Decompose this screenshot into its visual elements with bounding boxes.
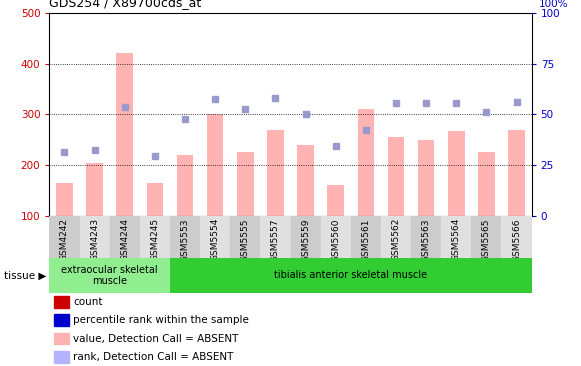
Bar bbox=[381, 216, 411, 258]
Text: GSM5562: GSM5562 bbox=[392, 218, 400, 261]
Text: 100%: 100% bbox=[539, 0, 568, 9]
Bar bbox=[177, 155, 193, 216]
Bar bbox=[297, 145, 314, 216]
Text: GSM5563: GSM5563 bbox=[422, 218, 431, 262]
Bar bbox=[80, 216, 110, 258]
Bar bbox=[260, 216, 290, 258]
Text: GDS254 / X89700cds_at: GDS254 / X89700cds_at bbox=[49, 0, 202, 9]
Bar bbox=[237, 153, 253, 216]
Text: GSM5559: GSM5559 bbox=[301, 218, 310, 262]
Bar bbox=[357, 109, 374, 216]
Bar bbox=[448, 131, 465, 216]
Text: GSM4245: GSM4245 bbox=[150, 218, 159, 261]
Text: count: count bbox=[74, 297, 103, 307]
Text: GSM5557: GSM5557 bbox=[271, 218, 280, 262]
Text: GSM5560: GSM5560 bbox=[331, 218, 340, 262]
Bar bbox=[351, 216, 381, 258]
Bar bbox=[54, 314, 69, 326]
Text: GSM5554: GSM5554 bbox=[211, 218, 220, 261]
Text: tissue ▶: tissue ▶ bbox=[4, 270, 46, 280]
Bar bbox=[328, 186, 344, 216]
Bar bbox=[501, 216, 532, 258]
Text: percentile rank within the sample: percentile rank within the sample bbox=[74, 315, 249, 325]
Bar bbox=[321, 216, 351, 258]
Bar bbox=[411, 216, 441, 258]
Bar bbox=[140, 216, 170, 258]
Bar bbox=[170, 258, 532, 293]
Bar bbox=[54, 333, 69, 344]
Text: GSM4244: GSM4244 bbox=[120, 218, 129, 261]
Text: GSM5565: GSM5565 bbox=[482, 218, 491, 262]
Bar bbox=[441, 216, 471, 258]
Bar bbox=[230, 216, 260, 258]
Text: value, Detection Call = ABSENT: value, Detection Call = ABSENT bbox=[74, 333, 239, 344]
Text: GSM4243: GSM4243 bbox=[90, 218, 99, 261]
Bar bbox=[56, 183, 73, 216]
Bar bbox=[54, 296, 69, 308]
Bar bbox=[267, 130, 284, 216]
Bar bbox=[207, 114, 224, 216]
Bar bbox=[388, 137, 404, 216]
Text: GSM5555: GSM5555 bbox=[241, 218, 250, 262]
Text: GSM5561: GSM5561 bbox=[361, 218, 370, 262]
Text: GSM5553: GSM5553 bbox=[181, 218, 189, 262]
Bar bbox=[471, 216, 501, 258]
Text: tibialis anterior skeletal muscle: tibialis anterior skeletal muscle bbox=[274, 270, 428, 280]
Bar bbox=[116, 53, 133, 216]
Text: GSM4242: GSM4242 bbox=[60, 218, 69, 261]
Bar bbox=[418, 140, 435, 216]
Bar bbox=[87, 163, 103, 216]
Bar bbox=[170, 216, 200, 258]
Bar bbox=[290, 216, 321, 258]
Text: GSM5564: GSM5564 bbox=[452, 218, 461, 261]
Bar bbox=[49, 258, 170, 293]
Text: rank, Detection Call = ABSENT: rank, Detection Call = ABSENT bbox=[74, 352, 234, 362]
Bar bbox=[508, 130, 525, 216]
Bar bbox=[54, 351, 69, 363]
Text: extraocular skeletal
muscle: extraocular skeletal muscle bbox=[62, 265, 158, 286]
Bar bbox=[110, 216, 140, 258]
Bar bbox=[478, 153, 494, 216]
Bar bbox=[49, 216, 80, 258]
Text: GSM5566: GSM5566 bbox=[512, 218, 521, 262]
Bar bbox=[200, 216, 230, 258]
Bar bbox=[146, 183, 163, 216]
